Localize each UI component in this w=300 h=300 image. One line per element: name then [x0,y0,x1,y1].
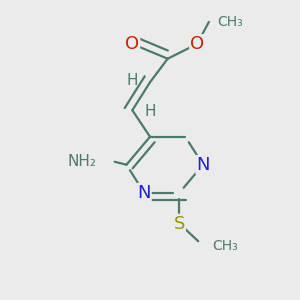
Text: O: O [190,35,204,53]
Text: N: N [196,156,210,174]
Text: H: H [127,73,138,88]
Text: S: S [174,214,185,232]
Text: CH₃: CH₃ [212,239,238,253]
Text: CH₃: CH₃ [218,15,244,29]
Text: O: O [125,35,140,53]
Text: NH₂: NH₂ [68,154,97,169]
Text: N: N [137,184,151,202]
Text: H: H [144,104,156,119]
